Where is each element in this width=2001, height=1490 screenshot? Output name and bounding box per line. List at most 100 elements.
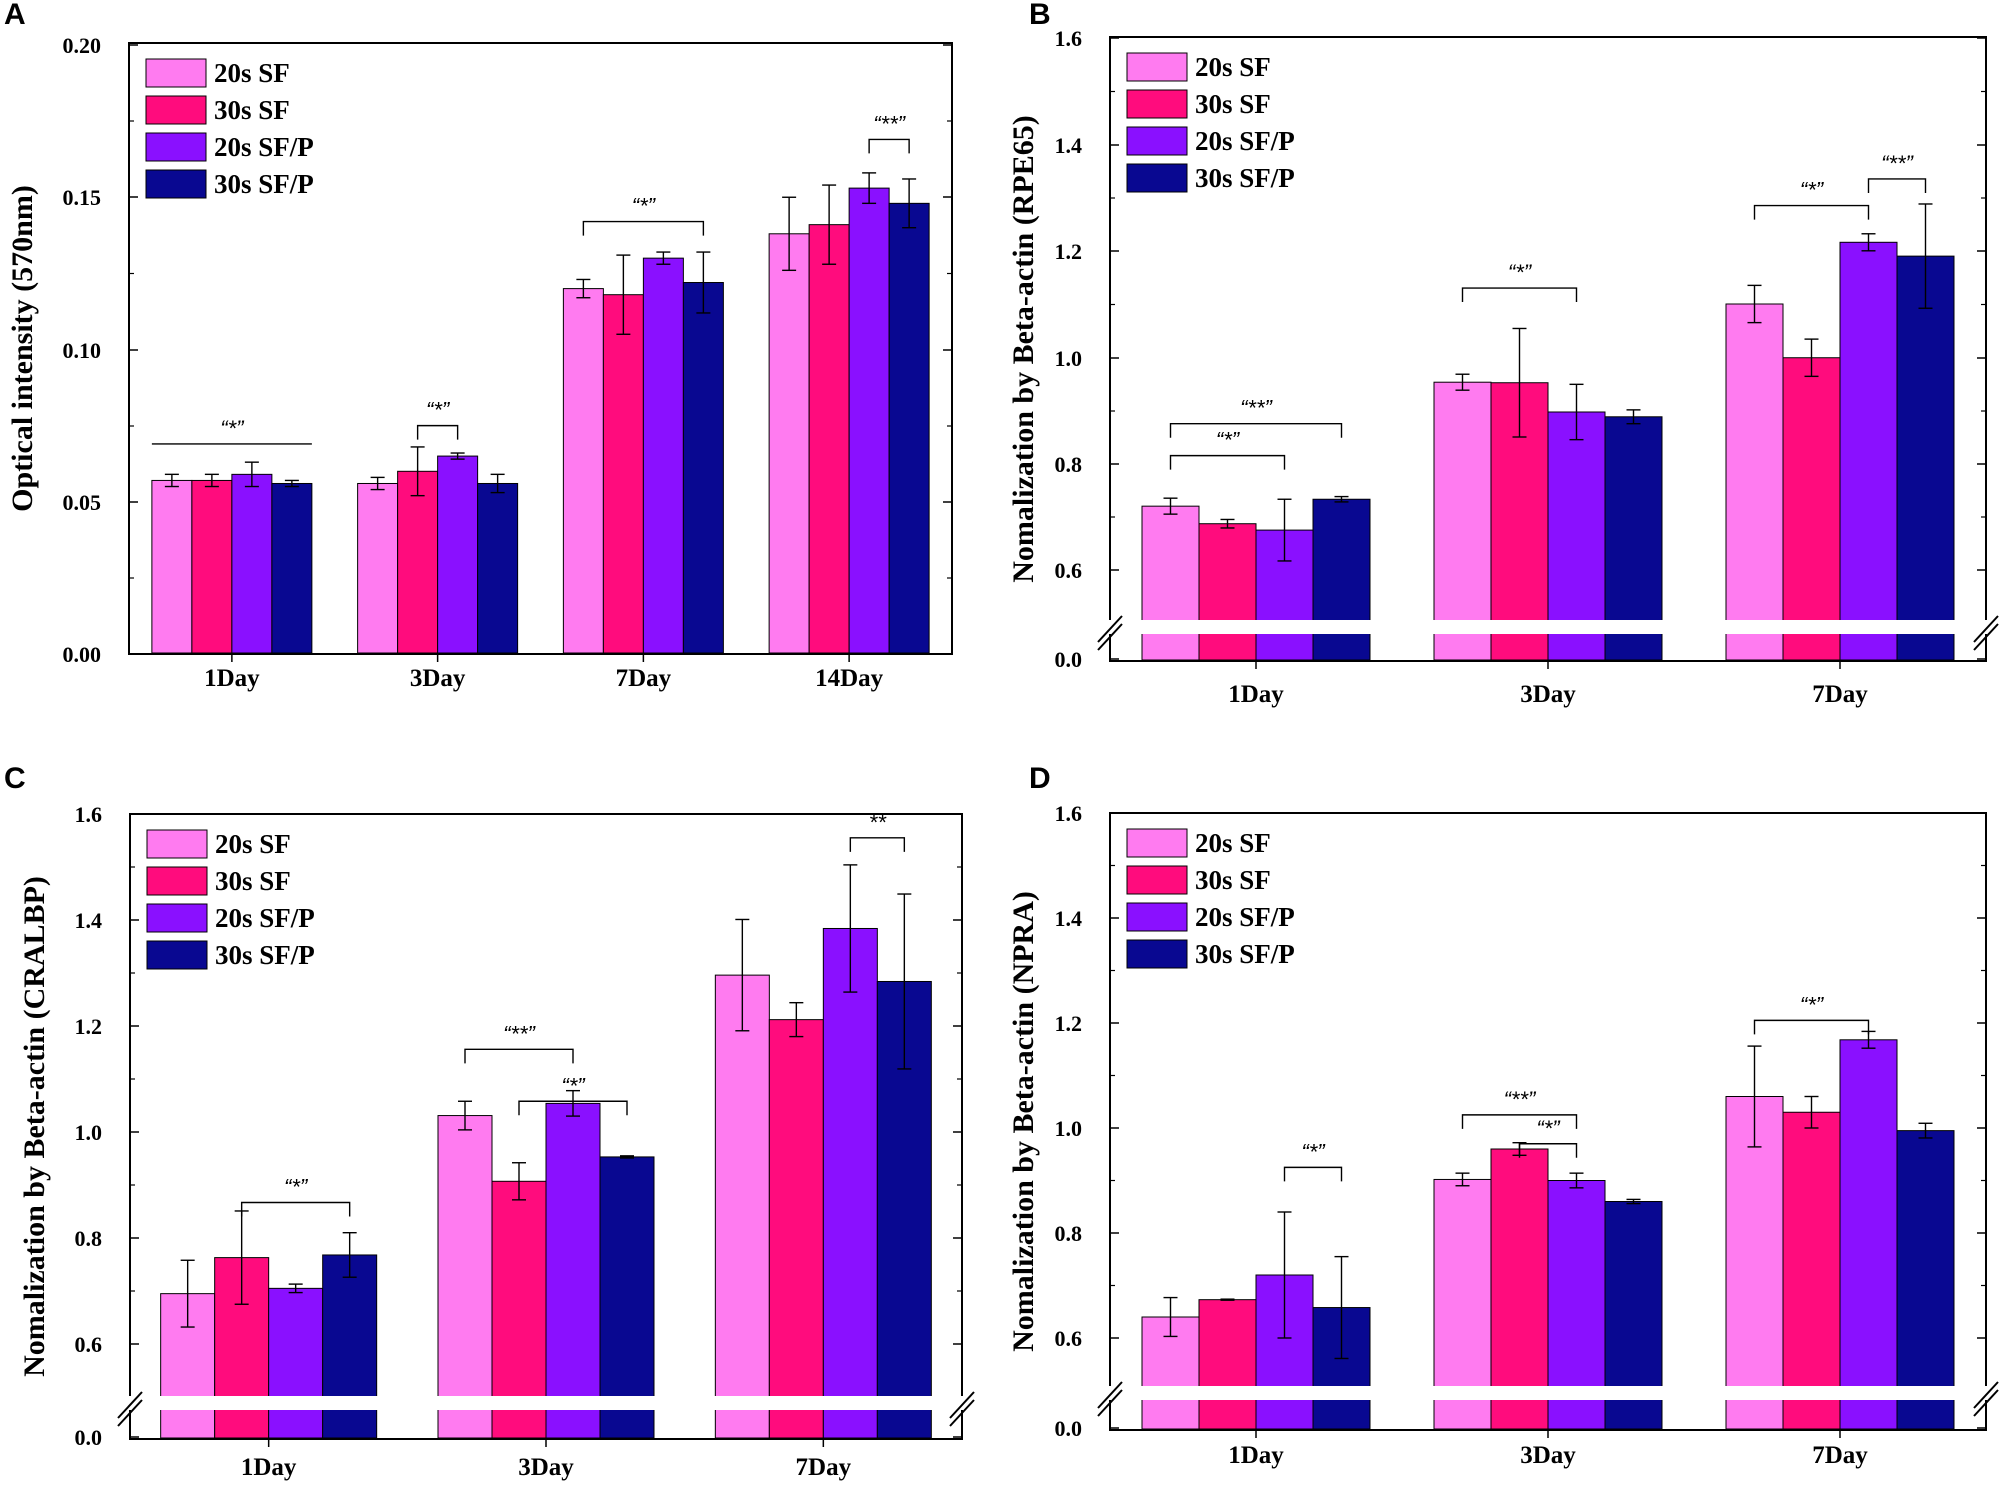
legend-label: 30s SF/P	[214, 169, 314, 199]
bar-3day-30s-sf-p	[477, 482, 519, 654]
axis-break-mark	[949, 1391, 975, 1427]
y-tick-label: 0.20	[63, 33, 102, 58]
axis-break-slash	[1097, 1381, 1123, 1409]
legend-label: 30s SF	[214, 95, 290, 125]
legend-label: 20s SF/P	[215, 903, 315, 933]
y-tick-label: 1.4	[75, 908, 103, 933]
x-tick-label: 7Day	[1812, 1442, 1868, 1469]
bar-7day-30s-sf	[602, 294, 644, 654]
error-bar	[180, 1259, 195, 1328]
axis-break-mark	[117, 1391, 143, 1427]
y-tick-label: 1.0	[75, 1120, 103, 1145]
legend-swatch	[1126, 902, 1188, 932]
y-tick-label: 1.4	[1055, 906, 1083, 931]
axis-break-slash	[1973, 623, 1999, 651]
bar-3day-30s-sf	[397, 470, 439, 654]
legend: 20s SF 30s SF 20s SF/P 30s SF/P	[1126, 828, 1295, 969]
axis-break-slash	[1973, 1389, 1999, 1417]
error-bar	[512, 1162, 526, 1201]
axis-break-band	[1108, 620, 1988, 634]
significance-bracket	[240, 1201, 351, 1217]
axis-break-slash	[949, 1399, 975, 1427]
error-bar	[458, 1100, 472, 1131]
significance-annotation: “**”	[1867, 151, 1927, 193]
significance-label: “*”	[632, 194, 657, 219]
y-tick-label: 0.10	[63, 338, 102, 363]
error-bar	[822, 184, 837, 265]
significance-annotation: “*”	[1518, 1116, 1578, 1158]
error-bar	[1918, 1122, 1933, 1139]
significance-bracket	[416, 424, 459, 440]
legend-swatch	[1126, 89, 1188, 119]
y-tick-label: 0.00	[63, 642, 102, 667]
x-tick-label: 7Day	[796, 1454, 852, 1481]
error-bar	[1747, 1045, 1762, 1148]
bar-1day-30s-sf	[1198, 1299, 1257, 1430]
y-tick-label: 1.2	[75, 1014, 103, 1039]
legend-swatch	[1126, 939, 1188, 969]
error-bar	[782, 196, 797, 272]
significance-annotation: “**”	[1169, 396, 1343, 438]
error-bar	[616, 254, 631, 335]
error-bar	[696, 251, 711, 314]
legend-label: 30s SF/P	[1195, 163, 1295, 193]
bar-1day-20s-sf	[1141, 505, 1200, 661]
bar-7day-20s-sf	[1725, 303, 1784, 661]
y-tick-label: 1.0	[1055, 346, 1083, 371]
x-tick-label: 3Day	[1520, 681, 1576, 708]
legend-label: 30s SF/P	[215, 940, 315, 970]
bar-7day-30s-sf	[1782, 357, 1841, 661]
legend-label: 20s SF	[214, 58, 290, 88]
axis-break-slash	[1973, 615, 1999, 643]
bar-1day-30s-sf	[191, 479, 233, 654]
error-bar	[1747, 284, 1762, 324]
x-tick-label: 1Day	[241, 1454, 297, 1481]
legend-swatch	[1126, 52, 1188, 82]
bar-1day-30s-sf-p	[322, 1254, 378, 1439]
x-tick-label: 3Day	[518, 1454, 574, 1481]
error-bar	[342, 1231, 357, 1278]
y-tick-label: 0.8	[1055, 452, 1083, 477]
significance-bracket	[464, 1048, 574, 1064]
panel-letter: C	[4, 762, 26, 795]
bar-7day-20s-sf	[714, 974, 770, 1439]
significance-annotation: “**”	[868, 111, 910, 154]
significance-label: “*”	[1301, 1139, 1326, 1164]
error-bar	[1220, 1298, 1235, 1301]
legend-swatch	[1126, 126, 1188, 156]
significance-annotation: “*”	[151, 416, 312, 445]
error-bar	[284, 479, 299, 488]
x-tick-label: 7Day	[1812, 681, 1868, 708]
error-bar	[789, 1001, 804, 1038]
significance-bracket	[1753, 204, 1870, 220]
error-bar	[1918, 203, 1933, 309]
bar-7day-20s-sf-p	[1839, 1039, 1898, 1430]
error-bar	[164, 473, 179, 488]
bar-3day-30s-sf-p	[1604, 416, 1663, 661]
legend-swatch	[146, 940, 208, 970]
significance-bracket	[868, 138, 910, 154]
legend-swatch	[146, 903, 208, 933]
error-bar	[204, 473, 219, 488]
x-tick-label: 3Day	[410, 665, 466, 692]
significance-label: “*”	[284, 1174, 309, 1199]
bar-7day-20s-sf	[562, 288, 604, 654]
bar-3day-20s-sf	[1433, 381, 1492, 661]
axis-break-slash	[1973, 1381, 1999, 1409]
significance-bracket	[582, 220, 705, 236]
error-bar	[902, 178, 917, 229]
significance-label: **	[869, 810, 888, 835]
error-bar	[843, 864, 858, 993]
bar-3day-20s-sf	[437, 1115, 493, 1439]
axis-break-band	[1108, 1386, 1988, 1400]
significance-annotation: “**”	[1461, 1087, 1578, 1129]
error-bar	[1861, 233, 1876, 252]
error-bar	[1455, 373, 1470, 391]
bar-3day-30s-sf-p	[599, 1156, 655, 1439]
significance-annotation: “*”	[1461, 260, 1578, 303]
legend-swatch	[1126, 828, 1188, 858]
bar-3day-20s-sf-p	[1547, 411, 1606, 661]
bar-7day-20s-sf-p	[642, 257, 684, 654]
y-tick-label: 1.2	[1055, 1011, 1083, 1036]
legend-swatch	[1126, 865, 1188, 895]
